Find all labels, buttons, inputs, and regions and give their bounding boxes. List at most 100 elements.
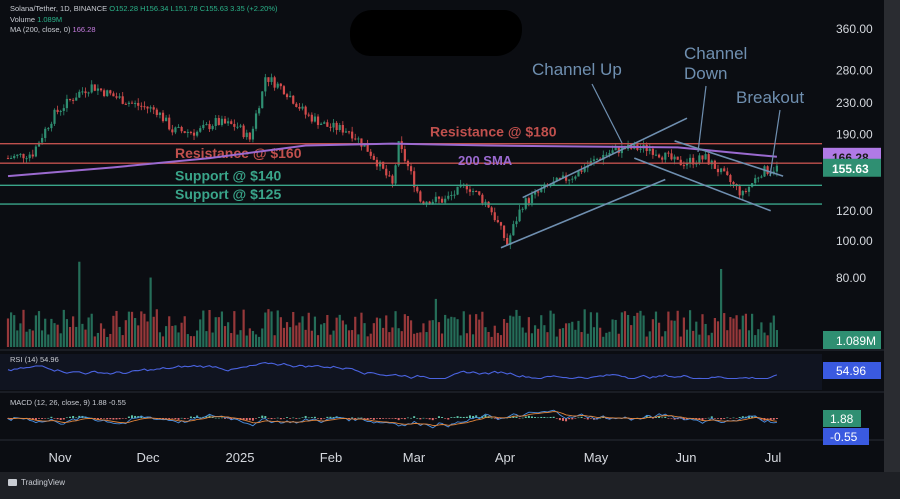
volume-bar xyxy=(211,332,214,347)
macd-histogram-bar xyxy=(524,416,527,418)
macd-histogram-bar xyxy=(493,418,496,419)
macd-histogram-bar xyxy=(320,418,323,420)
candle-body xyxy=(447,195,450,199)
tradingview-logo[interactable]: TradingView xyxy=(8,478,65,487)
candle-body xyxy=(301,106,304,109)
volume-bar xyxy=(692,330,695,347)
candle-body xyxy=(205,124,208,126)
macd-histogram-bar xyxy=(385,418,388,419)
macd-histogram-bar xyxy=(413,416,416,418)
volume-bar xyxy=(323,323,326,347)
volume-bar xyxy=(186,334,189,347)
rsi-band xyxy=(0,354,822,390)
macd-histogram-bar xyxy=(574,418,577,419)
macd-histogram-bar xyxy=(682,418,685,420)
volume-bar xyxy=(363,323,366,347)
macd-histogram-bar xyxy=(484,414,487,418)
candle-body xyxy=(332,122,335,128)
macd-line xyxy=(7,409,777,429)
volume-bar xyxy=(564,323,568,347)
x-tick-label: Feb xyxy=(320,450,342,465)
candle-body xyxy=(490,207,493,213)
volume-bar xyxy=(741,315,744,347)
candle-body xyxy=(316,116,320,125)
macd-histogram-bar xyxy=(307,417,310,419)
macd-histogram-bar xyxy=(354,418,357,420)
volume-bar xyxy=(515,309,518,347)
macd-histogram-bar xyxy=(124,418,127,419)
candle-body xyxy=(664,152,667,160)
volume-bar xyxy=(372,323,375,347)
volume-bar xyxy=(326,314,329,347)
candle-body xyxy=(6,158,10,160)
candle-body xyxy=(521,208,524,210)
macd-histogram-bar xyxy=(214,417,217,419)
volume-bar xyxy=(22,309,25,347)
macd-histogram-bar xyxy=(744,416,747,418)
volume-bar xyxy=(137,325,140,347)
volume-bar xyxy=(279,317,282,347)
channel-up-lower xyxy=(500,178,666,249)
volume-bar xyxy=(25,331,28,347)
macd-histogram-bar xyxy=(100,418,103,419)
macd-histogram-bar xyxy=(726,417,729,419)
macd-histogram-bar xyxy=(685,418,688,420)
volume-bar xyxy=(276,310,279,347)
macd-histogram-bar xyxy=(661,417,664,419)
candle-body xyxy=(285,94,289,98)
candle-body xyxy=(53,109,56,124)
volume-bar xyxy=(227,322,230,347)
macd-histogram-bar xyxy=(379,418,382,420)
candle-body xyxy=(81,91,84,93)
macd-histogram-bar xyxy=(295,418,298,419)
volume-bar xyxy=(295,325,298,347)
volume-label-box xyxy=(823,331,881,349)
macd-histogram-bar xyxy=(447,418,450,420)
macd-histogram-bar xyxy=(478,417,481,418)
volume-bar xyxy=(450,316,453,347)
volume-bar xyxy=(521,327,524,347)
macd-histogram-bar xyxy=(695,418,698,419)
volume-bar xyxy=(732,318,735,347)
volume-bar xyxy=(698,334,701,347)
candle-body xyxy=(704,154,707,160)
candle-body xyxy=(713,160,716,169)
candle-body xyxy=(577,170,580,177)
volume-bar xyxy=(329,334,332,347)
macd-histogram-bar xyxy=(472,415,475,418)
candle-body xyxy=(326,122,329,127)
volume-bar xyxy=(623,311,627,347)
candle-body xyxy=(149,107,152,109)
volume-bar xyxy=(496,332,499,347)
x-tick-label: Dec xyxy=(136,450,160,465)
macd-histogram-bar xyxy=(369,418,372,420)
price-label-box xyxy=(823,158,881,177)
volume-bar xyxy=(180,322,183,347)
macd-histogram-bar xyxy=(468,415,471,418)
volume-bar xyxy=(713,317,716,347)
candle-body xyxy=(540,188,543,193)
volume-bar xyxy=(540,315,543,347)
candle-body xyxy=(56,109,59,113)
macd-value-box xyxy=(823,410,861,427)
macd-histogram-bar xyxy=(518,418,521,419)
volume-bar xyxy=(738,329,741,347)
candle-body xyxy=(214,118,217,127)
volume-bar xyxy=(766,335,769,347)
candle-body xyxy=(692,157,695,165)
candle-body xyxy=(258,108,261,114)
candle-body xyxy=(217,118,220,125)
candle-body xyxy=(366,144,369,152)
candle-body xyxy=(363,144,366,147)
volume-bar xyxy=(81,323,84,347)
candle-body xyxy=(118,96,121,98)
candle-body xyxy=(165,117,168,122)
level-label: Support @ $125 xyxy=(175,186,281,202)
ma-legend: MA (200, close, 0) 166.28 xyxy=(10,25,96,34)
macd-histogram-bar xyxy=(422,417,425,419)
candle-body xyxy=(515,221,518,225)
candle-body xyxy=(211,126,214,130)
candle-body xyxy=(78,91,81,98)
volume-bar xyxy=(189,336,193,347)
